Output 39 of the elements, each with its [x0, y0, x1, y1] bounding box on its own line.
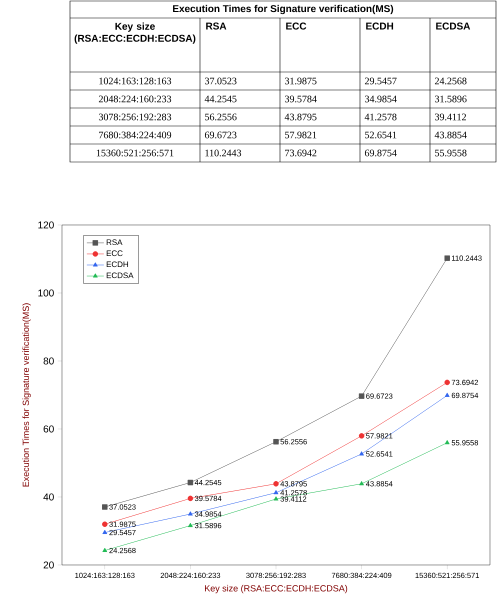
y-tick-label: 120 — [38, 221, 54, 229]
text: 41.2578 — [364, 114, 397, 120]
y-axis-title: Execution Times for Signature verification(MS) — [22, 303, 31, 487]
text: 43.8854 — [434, 132, 467, 138]
text: 29.5457 — [364, 78, 397, 84]
category-label: 15360:521:256:571 — [96, 150, 174, 156]
text: 31.5896 — [435, 96, 467, 102]
text: 69.8754 — [364, 150, 397, 156]
category-label: 1024:163:128:163 — [99, 78, 172, 84]
x-axis-title: Key size (RSA:ECC:ECDH:ECDSA) — [204, 584, 348, 594]
y-tick-label: 60 — [44, 425, 54, 433]
text: 34.9854 — [365, 96, 397, 102]
text: 31.9875 — [285, 78, 317, 84]
y-tick-label: 100 — [38, 289, 54, 297]
text: ECDH — [366, 22, 394, 30]
text: 55.9558 — [435, 150, 467, 156]
text: 57.9821 — [285, 132, 316, 138]
category-label: 2048:224:160:233 — [98, 96, 172, 102]
text: ECDSA — [436, 22, 470, 30]
y-tick-label: 20 — [44, 561, 54, 569]
text: 43.8795 — [284, 114, 317, 120]
text: 110.2443 — [205, 150, 242, 156]
category-label: 7680:384:224:409 — [99, 132, 172, 138]
text: 56.2556 — [205, 114, 237, 120]
chart-title: Execution Times for Signature verification(MS) — [173, 4, 394, 14]
category-label: 3078:256:192:283 — [98, 114, 172, 120]
text: 39.4112 — [435, 114, 466, 120]
text: ECC — [286, 22, 306, 30]
text: 44.2545 — [204, 96, 237, 102]
y-tick-label: 40 — [43, 493, 54, 501]
text: 69.6723 — [204, 132, 237, 138]
y-tick-label: 80 — [44, 357, 54, 365]
text: 73.6942 — [285, 150, 316, 156]
text: 52.6541 — [365, 132, 396, 138]
text: Key size (RSA:ECC:ECDH:ECDSA) — [74, 22, 196, 44]
text: 39.5784 — [285, 96, 317, 102]
text: 24.2568 — [434, 78, 467, 84]
text: RSA — [206, 22, 226, 30]
text: 37.0523 — [205, 78, 237, 84]
